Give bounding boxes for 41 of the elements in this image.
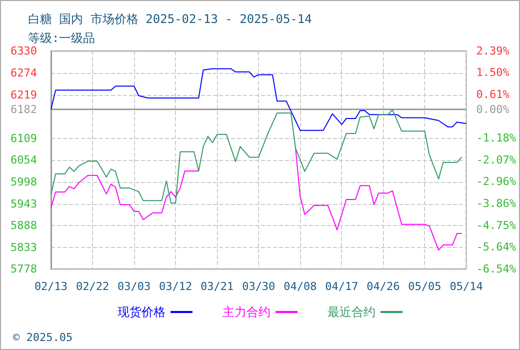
y2-tick-label: -2.96% [476,175,516,188]
y2-tick-label: 0.61% [476,88,510,101]
x-tick-label: 05/05 [408,280,442,293]
y-tick-label: 5833 [10,240,37,254]
chart-subtitle: 等级:一级品 [28,31,96,45]
y2-tick-label: -5.64% [476,240,516,254]
y-tick-label: 6109 [10,132,37,145]
legend-label: 现货价格 [118,305,166,319]
y-tick-label: 6219 [10,88,37,102]
legend-label: 主力合约 [222,305,270,319]
y-tick-label: 5778 [10,262,37,276]
y-tick-label: 6330 [10,44,37,58]
x-tick-label: 04/26 [366,280,400,293]
y2-tick-label: -4.75% [476,218,516,232]
y2-tick-label: -3.86% [476,197,516,210]
legend-label: 最近合约 [328,305,376,319]
x-tick-label: 02/13 [34,280,68,293]
x-tick-label: 02/22 [76,280,110,293]
line-series [50,68,467,131]
y2-tick-label: -2.07% [476,153,516,166]
y-tick-label: 5943 [10,197,37,210]
y2-tick-label: 2.39% [476,44,510,58]
x-tick-label: 05/14 [450,280,484,293]
y-tick-label: 6054 [10,154,38,166]
x-tick-label: 04/08 [284,280,317,293]
x-tick-label: 03/21 [200,280,234,293]
y2-tick-label: -1.18% [476,132,516,145]
y-tick-label: 5998 [10,176,37,189]
line-series [50,109,462,204]
y-tick-label: 6182 [10,102,37,116]
x-tick-label: 03/12 [159,280,192,293]
y2-tick-label: -6.54% [476,262,516,276]
y2-tick-label: 0.00% [476,102,510,116]
x-tick-label: 04/17 [325,280,358,293]
x-tick-label: 03/30 [242,280,276,293]
y-tick-label: 5888 [10,219,37,232]
y2-tick-label: 1.50% [476,66,510,80]
text: © 2025.05 [13,331,73,344]
y-tick-label: 6274 [10,66,38,80]
chart-title: 白糖 国内 市场价格 2025-02-13 - 2025-05-14 [28,12,312,26]
x-tick-label: 03/03 [117,280,151,293]
